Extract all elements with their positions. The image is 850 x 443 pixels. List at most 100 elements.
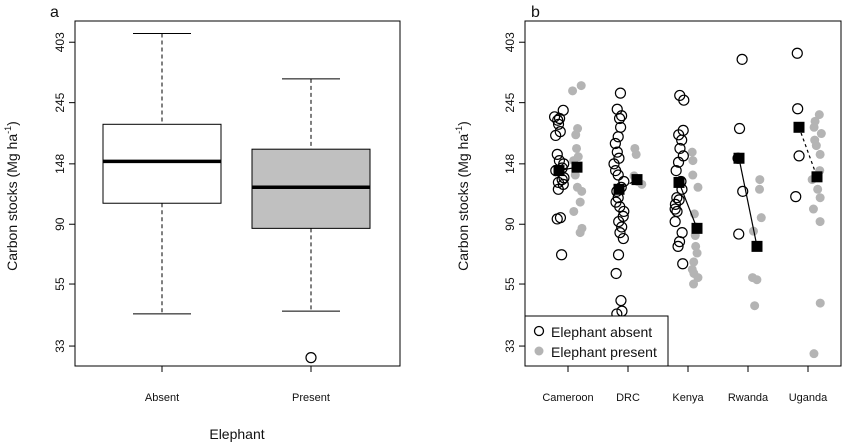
point-elephant-absent xyxy=(613,215,625,228)
panel-b-y-tick-label: 33 xyxy=(503,339,517,353)
point-elephant-present xyxy=(570,170,580,180)
mean-connector-line xyxy=(798,127,818,178)
point-elephant-absent xyxy=(617,232,629,245)
panel-b-y-tick-label: 90 xyxy=(503,217,517,231)
point-elephant-present xyxy=(755,175,765,185)
point-elephant-present xyxy=(575,197,585,207)
point-elephant-present xyxy=(750,301,760,311)
point-elephant-absent xyxy=(613,112,626,125)
point-elephant-absent xyxy=(612,169,624,181)
point-elephant-absent xyxy=(551,213,563,225)
mean-marker-present xyxy=(631,174,643,186)
point-elephant-present xyxy=(568,86,578,96)
point-elephant-absent xyxy=(671,205,683,218)
point-elephant-present xyxy=(756,213,766,223)
point-elephant-absent xyxy=(552,176,565,189)
panel-b-x-axis: Cameroon DRC Kenya Rwanda Uganda xyxy=(542,365,828,404)
box-body xyxy=(102,123,222,204)
panel-a-y-tick-label: 403 xyxy=(53,32,67,52)
panel-b-x-tick-label: Rwanda xyxy=(728,392,769,404)
point-elephant-absent xyxy=(612,131,624,143)
point-elephant-absent xyxy=(674,142,686,155)
point-elephant-present xyxy=(813,184,823,194)
point-elephant-present xyxy=(575,228,585,238)
point-elephant-absent xyxy=(616,110,628,122)
panel-a-x-axis: Absent Present xyxy=(145,365,330,404)
mean-marker-absent xyxy=(613,183,625,195)
panel-b-means xyxy=(553,121,823,252)
point-elephant-present xyxy=(815,193,825,203)
mean-marker-absent xyxy=(793,121,805,133)
point-elephant-absent xyxy=(793,150,805,162)
point-elephant-present xyxy=(808,204,818,214)
panel-b-x-tick-label: Cameroon xyxy=(542,392,593,404)
point-elephant-absent xyxy=(614,227,626,239)
point-elephant-absent xyxy=(737,185,749,197)
point-elephant-present xyxy=(755,184,765,194)
point-elephant-absent xyxy=(550,129,562,142)
panel-a-y-tick-label: 55 xyxy=(53,277,67,291)
point-elephant-absent xyxy=(612,249,625,261)
point-elephant-absent xyxy=(673,236,686,248)
point-elephant-present xyxy=(688,156,698,166)
point-elephant-present xyxy=(816,129,826,139)
point-elephant-absent xyxy=(790,191,802,203)
mean-marker-absent xyxy=(673,176,685,188)
point-elephant-absent xyxy=(552,183,564,195)
panel-b-x-tick-label: Uganda xyxy=(789,392,828,404)
panel-b: b 33 55 90 148 245 403 Cameroon DRC Kenya Rwanda… xyxy=(454,4,842,404)
point-elephant-absent xyxy=(669,203,681,215)
panel-a-boxes xyxy=(102,33,371,364)
legend-present-marker xyxy=(534,346,544,356)
mean-marker-present xyxy=(691,222,703,234)
point-elephant-present xyxy=(693,182,703,192)
legend: Elephant absent Elephant present xyxy=(524,315,669,367)
point-elephant-absent xyxy=(677,258,689,270)
point-elephant-absent xyxy=(733,122,746,135)
box-outlier xyxy=(305,352,317,364)
panel-b-y-tick-label: 148 xyxy=(503,154,517,174)
point-elephant-absent xyxy=(672,156,685,168)
point-elephant-absent xyxy=(733,228,745,240)
point-elephant-present xyxy=(814,110,824,120)
point-elephant-absent xyxy=(616,221,628,233)
point-elephant-present xyxy=(811,141,821,151)
point-elephant-absent xyxy=(669,215,681,228)
point-elephant-present xyxy=(689,257,699,267)
legend-present-label: Elephant present xyxy=(551,344,657,360)
point-elephant-absent xyxy=(792,103,804,115)
point-elephant-absent xyxy=(556,249,568,261)
point-elephant-present xyxy=(688,170,698,180)
point-elephant-absent xyxy=(614,87,627,99)
panel-b-label: b xyxy=(531,4,540,21)
panel-a-x-axis-label: Elephant xyxy=(209,426,264,442)
panel-a-x-tick-label: Present xyxy=(292,392,330,404)
panel-a-y-axis-label: Carbon stocks (Mg ha-1) xyxy=(3,121,20,271)
point-elephant-present xyxy=(631,149,641,159)
point-elephant-present xyxy=(692,248,702,258)
panel-a-y-axis: 33 55 90 148 245 403 xyxy=(53,32,76,353)
point-elephant-absent xyxy=(673,129,685,141)
point-elephant-present xyxy=(569,206,579,216)
mean-marker-present xyxy=(751,240,763,252)
panel-b-y-tick-label: 55 xyxy=(503,277,517,291)
point-elephant-present xyxy=(815,149,825,159)
mean-marker-absent xyxy=(553,165,565,177)
point-elephant-present xyxy=(689,279,699,289)
point-elephant-absent xyxy=(611,146,623,158)
panel-b-y-axis-label: Carbon stocks (Mg ha-1) xyxy=(454,121,471,271)
panel-a-y-tick-label: 245 xyxy=(53,92,67,112)
point-elephant-absent xyxy=(608,158,620,170)
point-elephant-absent xyxy=(669,198,682,210)
panel-a: a 33 55 90 148 245 403 Absent Present Carbon s… xyxy=(3,4,401,442)
point-elephant-present xyxy=(693,273,703,283)
point-elephant-present xyxy=(815,217,825,227)
point-elephant-absent xyxy=(615,294,627,307)
point-elephant-absent xyxy=(736,53,748,65)
mean-connector-line xyxy=(678,182,698,229)
panel-b-x-tick-label: DRC xyxy=(616,392,640,404)
point-elephant-present xyxy=(571,130,581,140)
panel-a-y-tick-label: 33 xyxy=(53,339,67,353)
point-elephant-absent xyxy=(609,137,621,150)
